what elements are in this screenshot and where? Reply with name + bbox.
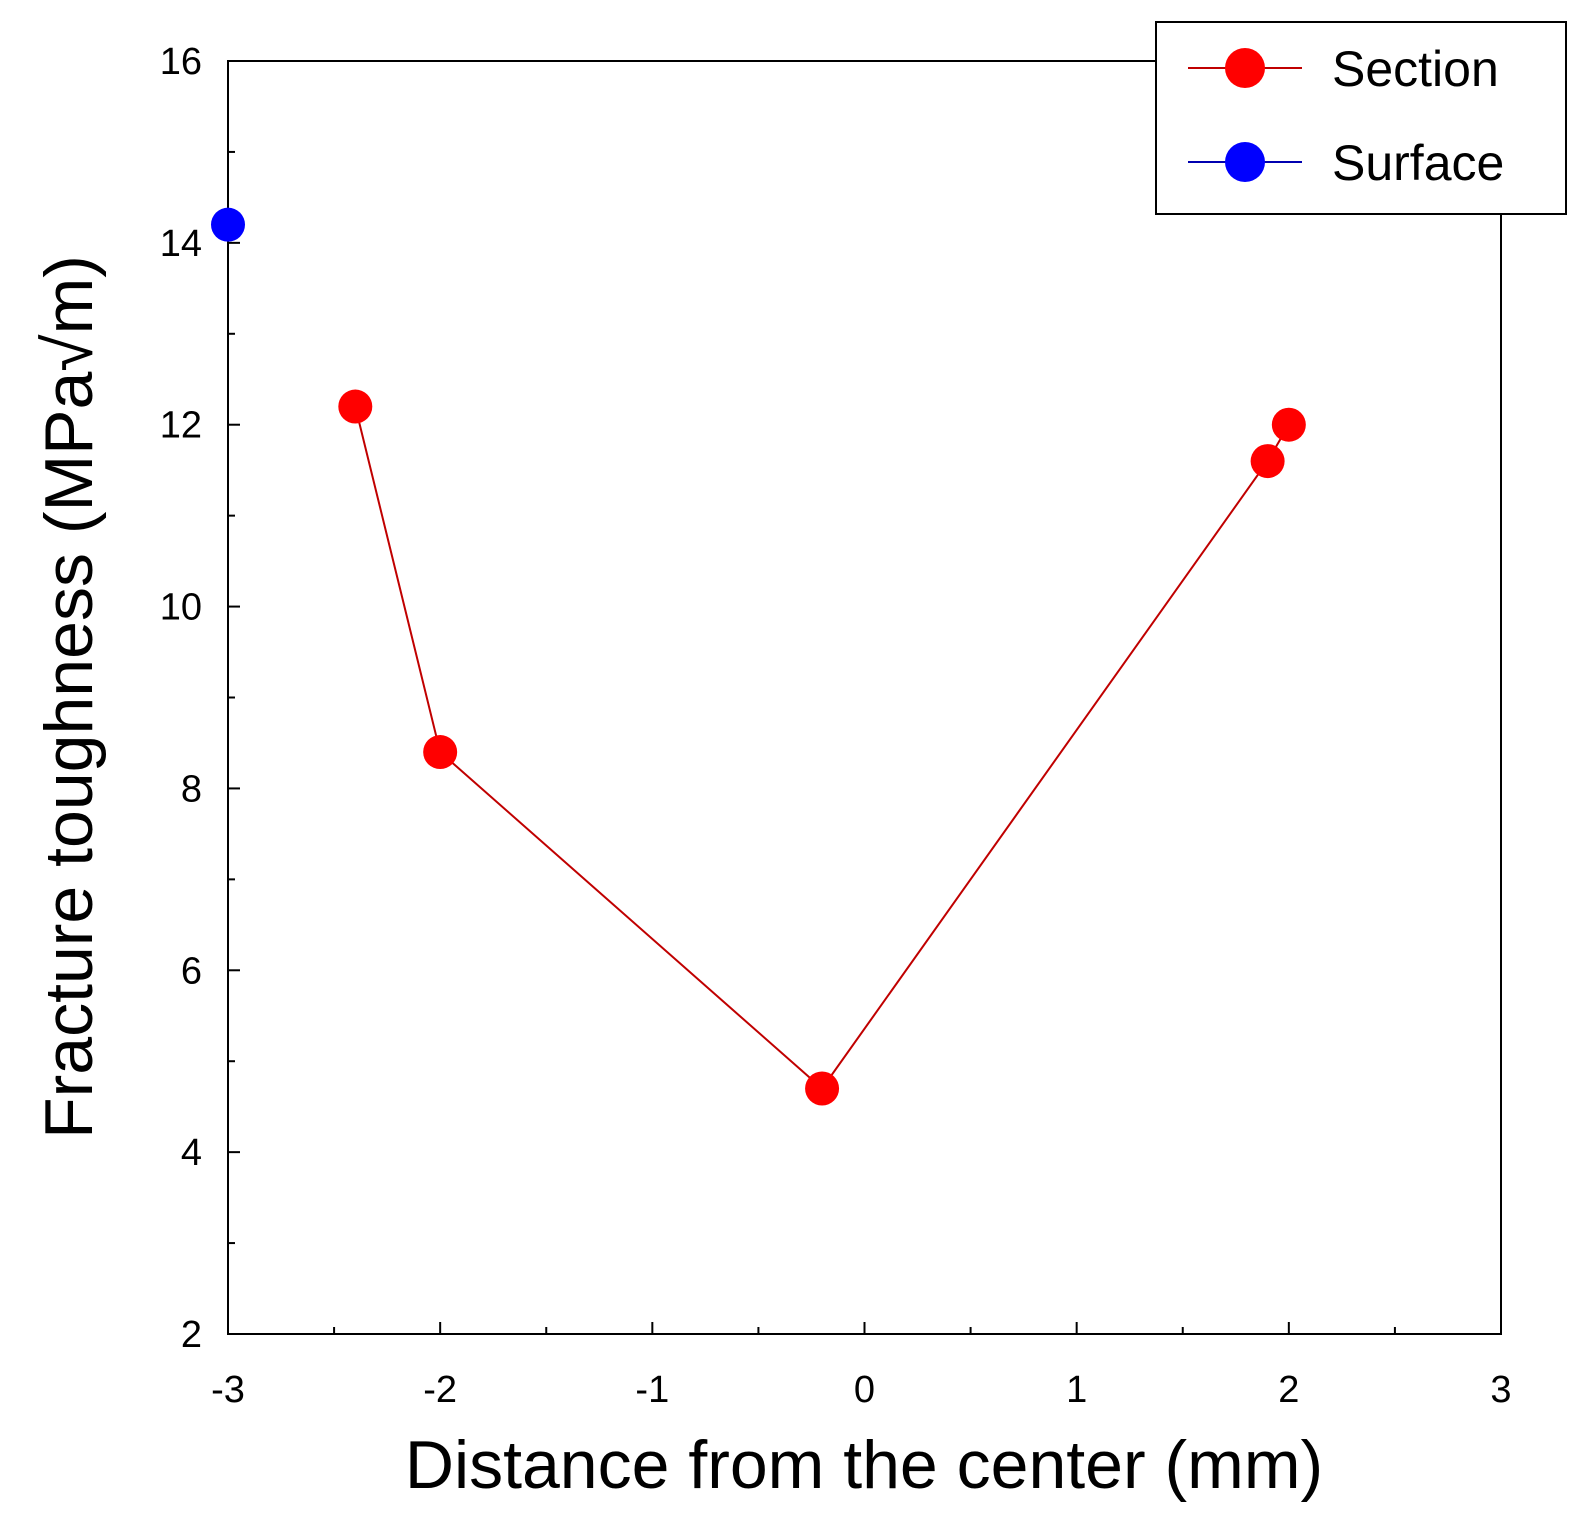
legend: Section Surface: [1155, 21, 1567, 215]
data-point-section: [423, 735, 458, 770]
y-tick-label: 14: [160, 223, 202, 265]
data-point-section: [1250, 444, 1285, 479]
y-tick-label: 10: [160, 587, 202, 629]
x-tick-label: 2: [1278, 1369, 1299, 1411]
data-point-surface: [211, 207, 245, 242]
x-tick-label: -1: [635, 1369, 669, 1411]
plot-frame: [227, 60, 1502, 1335]
legend-label-section: Section: [1332, 41, 1499, 97]
y-tick-label: 16: [160, 41, 202, 83]
y-tick-label: 2: [181, 1314, 202, 1356]
y-tick-label: 6: [181, 950, 202, 992]
x-tick-label: 0: [854, 1369, 875, 1411]
x-tick-label: -3: [211, 1369, 245, 1411]
x-axis-title: Distance from the center (mm): [405, 1427, 1323, 1503]
series-line-section: [354, 406, 1290, 1090]
y-tick-label: 12: [160, 405, 202, 447]
y-axis-title: Fracture toughness (MPa√m): [31, 255, 107, 1139]
x-tick-label: 1: [1066, 1369, 1087, 1411]
y-tick-label: 4: [181, 1132, 202, 1174]
x-axis-ticks: -3 -2 -1 0 1 2 3: [211, 1322, 1512, 1411]
data-point-section: [805, 1071, 840, 1106]
legend-marker-surface: [1225, 142, 1265, 182]
legend-box: [1155, 21, 1567, 215]
y-axis-ticks: 2 4 6 8 10 12 14 16: [160, 41, 240, 1356]
legend-marker-section: [1225, 48, 1265, 88]
data-point-section: [1271, 407, 1306, 442]
x-tick-label: -2: [423, 1369, 457, 1411]
series-points: [211, 207, 1306, 1106]
data-point-section: [338, 389, 373, 424]
legend-label-surface: Surface: [1332, 135, 1504, 191]
y-tick-label: 8: [181, 768, 202, 810]
x-tick-label: 3: [1490, 1369, 1511, 1411]
series-lines: [354, 406, 1290, 1090]
